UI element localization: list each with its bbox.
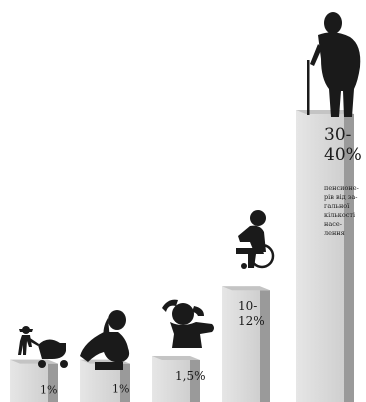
bar-side bbox=[48, 363, 58, 402]
bar-side bbox=[260, 290, 270, 402]
bar-front bbox=[152, 355, 190, 402]
value-label-wheelchair-user: 10-12% bbox=[238, 299, 265, 328]
person-holding-head-icon bbox=[162, 299, 214, 348]
caption-group: пенсионе-рів від за-гальної кількості насе… bbox=[324, 184, 359, 237]
value-label-elderly-person-with-cane: 30-40% bbox=[324, 125, 362, 165]
bar-person-holding-head bbox=[152, 355, 200, 402]
wheelchair-user-icon bbox=[236, 210, 275, 269]
bars-group bbox=[10, 110, 354, 402]
value-label-stroller-parent: 1% bbox=[40, 384, 57, 397]
bar-top bbox=[222, 286, 270, 291]
bar-top bbox=[296, 110, 354, 114]
bar-side bbox=[344, 114, 354, 402]
bar-wheelchair-user bbox=[222, 286, 270, 402]
bar-top bbox=[10, 359, 58, 364]
bar-elderly-person-with-cane bbox=[296, 110, 354, 402]
pregnant-woman-icon bbox=[80, 310, 130, 370]
value-label-pregnant-woman: 1% bbox=[112, 383, 129, 396]
bar-front bbox=[296, 110, 344, 402]
caption-text: пенсионе-рів від за-гальної кількості насе… bbox=[324, 184, 359, 237]
stroller-parent-icon bbox=[18, 326, 68, 368]
bar-front bbox=[222, 286, 260, 402]
bar-side bbox=[120, 363, 130, 402]
bar-side bbox=[190, 359, 200, 402]
value-label-person-holding-head: 1,5% bbox=[175, 369, 206, 383]
elderly-person-with-cane-icon bbox=[307, 12, 361, 117]
value-labels-group: 1% 1% 1,5% 10-12% 30-40% bbox=[40, 125, 362, 397]
bar-top bbox=[152, 355, 200, 360]
